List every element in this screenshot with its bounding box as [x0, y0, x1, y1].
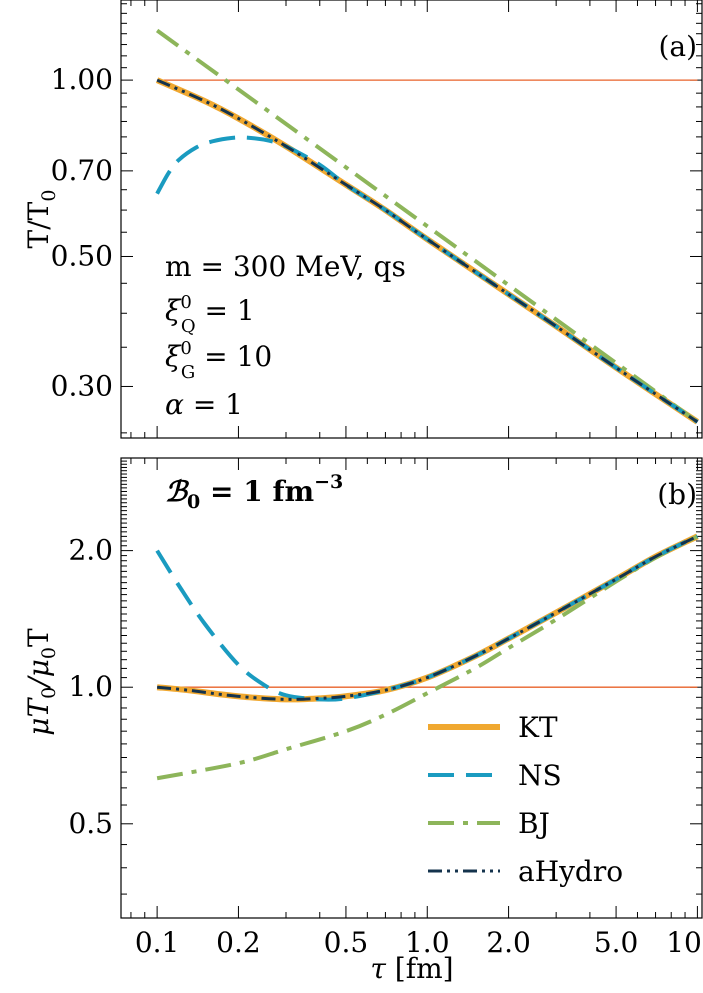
panel-b-y-label-part1: μT: [22, 696, 55, 735]
annotation-xi-q: ξ0 Q = 1: [165, 292, 255, 337]
series-bj-line: [155, 28, 699, 424]
panel-a-y-label-sub: 0: [38, 190, 60, 202]
panel-b-y-label-sub2: 0: [38, 647, 60, 659]
panel-a-y-tick-labels: 0.30 0.50 0.70 1.00: [51, 63, 113, 402]
annotation-baryon-sub: 0: [187, 491, 200, 513]
annotation-baryon-script: ℬ: [165, 475, 190, 508]
y-tick-label: 2.0: [68, 534, 113, 567]
panel-b-y-label-part3: T: [22, 628, 55, 647]
x-axis-label: τ [fm]: [370, 952, 453, 985]
panel-b-ticks: [121, 457, 702, 918]
panel-b-y-tick-labels: 0.5 1.0 2.0: [68, 534, 113, 840]
annotation-xi-g-sup: 0: [180, 338, 191, 359]
panel-b-label: (b): [657, 478, 697, 511]
series-ahydro-line: [156, 535, 699, 701]
panel-a-label: (a): [658, 30, 697, 63]
panel-b-frame: [120, 457, 703, 919]
annotation-baryon-value: = 1 fm: [200, 475, 314, 508]
legend-ns-label: NS: [518, 759, 562, 792]
annotation-alpha: α = 1: [165, 388, 243, 421]
panel-a: 0.300.500.701.00 (a) m = 300 MeV, qs ξ0 Q…: [22, 0, 703, 439]
x-axis-label-symbol: τ: [370, 952, 386, 985]
x-tick-label: 0.1: [135, 926, 180, 959]
panel-b-y-label-sub1: 0: [38, 687, 60, 699]
annotation-baryon-sup: −3: [314, 471, 343, 493]
legend-bj-label: BJ: [518, 807, 550, 840]
annotation-mass: m = 300 MeV, qs: [165, 250, 406, 283]
panel-b-y-label-part2: /μ: [22, 659, 55, 690]
annotation-xi-g-sub: G: [181, 362, 195, 383]
legend-kt-label: KT: [518, 711, 558, 744]
panel-b-x-tick-labels: 0.1 0.2 0.5 1.0 2.0 5.0 10.0: [135, 926, 703, 959]
y-tick-label: 0.30: [51, 369, 113, 402]
panel-b: 0.5 1.0 2.0 0.1 0.2 0.5 1.0 2.0 5.0 10.0 (b) ℬ0 …: [22, 457, 703, 985]
annotation-xi-g-base: ξ: [165, 340, 182, 373]
legend-ahydro-label: aHydro: [518, 855, 623, 888]
annotation-xi-q-sub: Q: [181, 316, 196, 337]
panel-a-frame: [120, 0, 703, 439]
annotation-alpha-value: = 1: [184, 388, 243, 421]
x-tick-label: 2.0: [486, 926, 531, 959]
annotation-alpha-base: α: [165, 388, 184, 421]
panel-b-y-axis-label: μT0/μ0T: [22, 628, 60, 736]
panel-a-y-axis-label: T/T0: [22, 190, 60, 249]
series-ahydro-line: [156, 78, 699, 424]
annotation-xi-q-value: = 1: [196, 294, 255, 327]
y-tick-label: 0.5: [68, 807, 113, 840]
annotation-xi-q-sup: 0: [180, 292, 191, 313]
annotation-xi-g-value: = 10: [195, 340, 272, 373]
y-tick-label: 1.00: [51, 63, 113, 96]
x-tick-label: 0.2: [216, 926, 261, 959]
y-tick-label: 0.50: [51, 239, 113, 272]
legend: KT NS BJ aHydro: [428, 711, 623, 888]
x-tick-label: 0.5: [324, 926, 369, 959]
annotation-baryon-density: ℬ0 = 1 fm−3: [165, 471, 343, 513]
panel-a-series: [155, 28, 700, 425]
x-tick-label: 1.0: [405, 926, 450, 959]
x-tick-label: 5.0: [594, 926, 639, 959]
panel-a-y-label-main: T/T: [22, 201, 55, 248]
annotation-xi-g: ξ0 G = 10: [165, 338, 272, 383]
panel-b-series: [155, 533, 699, 781]
annotation-xi-q-base: ξ: [165, 294, 182, 327]
y-tick-label: 0.70: [51, 154, 113, 187]
x-tick-label: 10.0: [666, 926, 703, 959]
y-tick-label: 1.0: [68, 670, 113, 703]
x-axis-label-unit: [fm]: [386, 952, 454, 985]
